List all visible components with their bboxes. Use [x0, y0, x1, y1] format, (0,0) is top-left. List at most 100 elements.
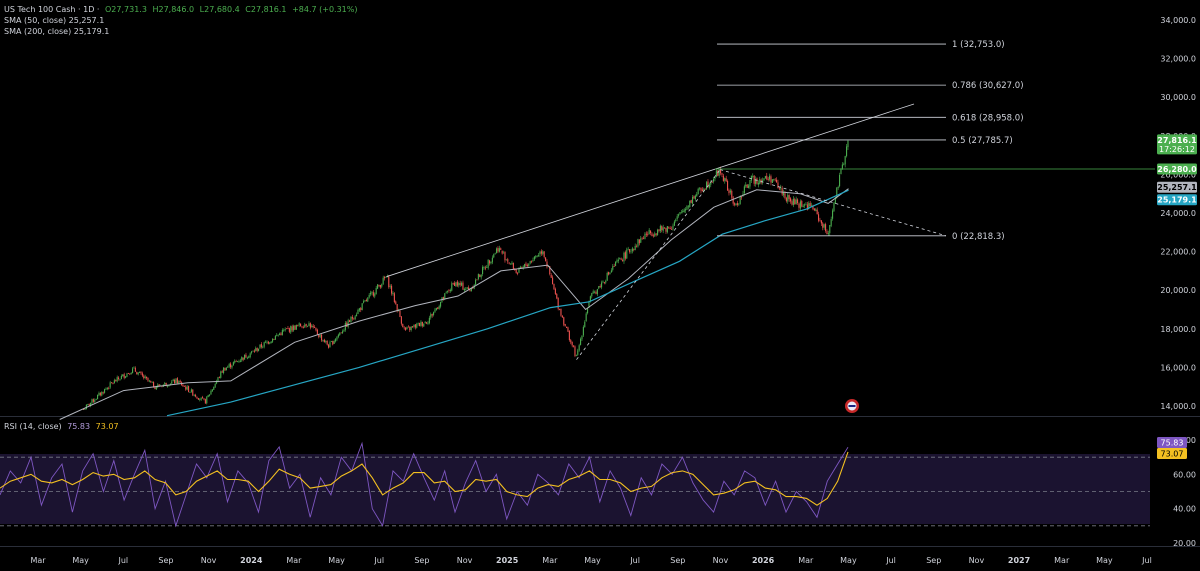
candle-body: [399, 311, 401, 317]
rsi-line[interactable]: [0, 441, 849, 528]
candle-body: [542, 251, 544, 254]
candle-body: [546, 261, 548, 267]
candle-body: [256, 347, 258, 351]
candle-body: [87, 403, 89, 405]
candle-body: [837, 187, 839, 188]
candle-body: [515, 268, 517, 273]
candle-body: [153, 382, 155, 388]
candle-body: [746, 184, 748, 188]
candle-body: [409, 326, 411, 331]
event-flag-icon[interactable]: [845, 399, 859, 413]
candle-body: [95, 398, 97, 400]
candle-body: [637, 239, 639, 247]
candle-body: [119, 379, 121, 380]
candle-body: [148, 380, 150, 382]
candle-body: [179, 380, 181, 383]
candle-body: [664, 227, 666, 229]
rsi-legend[interactable]: RSI (14, close) 75.83 73.07: [4, 421, 122, 432]
sma50-legend[interactable]: SMA (50, close) 25,257.1: [4, 15, 107, 26]
candle-body: [741, 196, 743, 198]
candle-body: [410, 326, 412, 330]
candle-body: [116, 377, 118, 382]
candle-body: [321, 334, 323, 341]
candle-body: [475, 279, 477, 285]
price-legend: US Tech 100 Cash · 1D · O27,731.3 H27,84…: [4, 4, 360, 15]
candle-body: [543, 251, 545, 257]
candle-body: [244, 354, 246, 360]
candle-body: [661, 226, 663, 231]
candle-body: [553, 283, 555, 290]
rsi-ma-line[interactable]: [0, 451, 849, 506]
time-axis-label: Mar: [542, 556, 558, 565]
candle-body: [270, 341, 272, 343]
candle-body: [699, 187, 701, 189]
candle-body: [381, 284, 383, 287]
candle-body: [823, 224, 825, 228]
candle-body: [798, 203, 800, 208]
candle-body: [286, 328, 288, 330]
candle-body: [679, 212, 681, 214]
candle-body: [802, 205, 804, 208]
candle-body: [538, 255, 540, 257]
candle-body: [176, 378, 178, 384]
time-axis-label: Sep: [926, 556, 941, 565]
candle-body: [304, 324, 306, 328]
sma200-line[interactable]: [166, 189, 849, 417]
time-axis-label: Nov: [713, 556, 729, 565]
candle-body: [360, 308, 362, 310]
price-tick-label: 26,000.0: [1160, 170, 1196, 179]
candle-body: [511, 262, 513, 264]
candle-body: [564, 323, 566, 327]
candle-body: [444, 293, 446, 300]
candle-body: [92, 399, 94, 402]
candle-body: [367, 297, 369, 302]
sma200-legend[interactable]: SMA (200, close) 25,179.1: [4, 26, 112, 37]
candle-body: [398, 310, 400, 312]
candle-body: [522, 266, 524, 269]
candle-body: [672, 225, 674, 230]
candle-body: [406, 327, 408, 330]
candle-body: [566, 326, 568, 329]
candle-body: [183, 386, 185, 387]
candle-body: [228, 364, 230, 367]
price-tick-label: 16,000.0: [1160, 363, 1196, 372]
candle-body: [118, 377, 120, 379]
symbol-title[interactable]: US Tech 100 Cash · 1D ·: [4, 5, 100, 14]
candle-body: [654, 233, 656, 237]
candle-body: [559, 309, 561, 310]
candle-body: [657, 229, 659, 236]
candle-body: [480, 274, 482, 278]
candle-body: [255, 348, 257, 352]
candle-body: [612, 266, 614, 270]
candle-body: [462, 282, 464, 290]
candle-body: [683, 209, 685, 212]
candle-body: [484, 267, 486, 269]
candle-body: [669, 228, 671, 230]
candle-body: [685, 209, 687, 211]
candle-body: [714, 177, 716, 179]
fib-trend-line[interactable]: [576, 169, 721, 360]
candle-body: [609, 272, 611, 274]
svg-text:25,179.1: 25,179.1: [1157, 196, 1197, 205]
candle-body: [204, 399, 206, 404]
candle-body: [350, 316, 352, 323]
candle-body: [127, 373, 129, 374]
candle-body: [829, 225, 831, 234]
trend-line[interactable]: [386, 103, 915, 278]
time-axis-label: May: [1096, 556, 1113, 565]
candle-body: [199, 399, 201, 401]
candle-body: [690, 200, 692, 203]
time-axis-label: Jul: [885, 556, 896, 565]
candle-body: [781, 188, 783, 195]
candle-body: [587, 308, 589, 314]
svg-text:27,816.1: 27,816.1: [1157, 136, 1197, 145]
candle-body: [820, 220, 822, 224]
sma50-line[interactable]: [59, 188, 849, 420]
level-price-tag: 26,280.0: [1157, 163, 1197, 175]
rsi-ma-value: 73.07: [95, 422, 119, 431]
candle-body: [592, 291, 594, 294]
candle-body: [762, 180, 764, 183]
candle-body: [319, 335, 321, 337]
svg-text:75.83: 75.83: [1161, 439, 1184, 448]
